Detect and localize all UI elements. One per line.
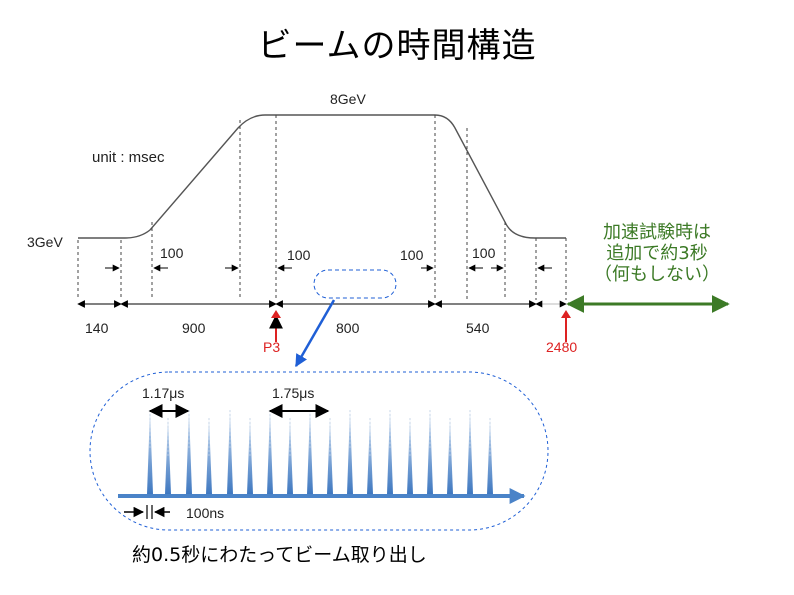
pulse xyxy=(147,410,153,494)
pulse xyxy=(227,410,233,494)
pulse-train xyxy=(147,410,493,494)
page-title: ビームの時間構造 xyxy=(257,26,537,66)
p3-arrowhead xyxy=(271,310,281,318)
spacing-label-short: 1.17μs xyxy=(142,385,184,401)
ramp-label-1: 100 xyxy=(160,245,184,261)
energy-profile-curve xyxy=(78,114,566,239)
note-line-2: 追加で約3秒 xyxy=(606,243,708,264)
pulse xyxy=(427,410,433,494)
zoom-region xyxy=(313,269,397,299)
pulse xyxy=(467,410,473,494)
pulse xyxy=(307,410,313,494)
unit-label: unit : msec xyxy=(92,149,165,166)
end-time-label: 2480 xyxy=(546,339,577,355)
phase-boundary-lines xyxy=(77,115,567,300)
note-line-3: （何もしない） xyxy=(594,264,720,285)
segment-label-900: 900 xyxy=(182,320,206,336)
end-arrowhead xyxy=(561,310,571,318)
p3-label: P3 xyxy=(263,339,280,355)
extraction-caption: 約0.5秒にわたってビーム取り出し xyxy=(132,544,427,566)
segment-label-140: 140 xyxy=(85,320,109,336)
ramp-label-3: 100 xyxy=(400,247,424,263)
pulse xyxy=(387,410,393,494)
pulse xyxy=(267,410,273,494)
pulse-width-label: 100ns xyxy=(186,505,224,521)
inset-frame xyxy=(89,371,549,531)
top-energy-label: 8GeV xyxy=(330,91,366,107)
spacing-label-long: 1.75μs xyxy=(272,385,314,401)
ramp-label-4: 100 xyxy=(472,245,496,261)
segment-label-540: 540 xyxy=(466,320,490,336)
bottom-energy-label: 3GeV xyxy=(27,234,63,250)
note-line-1: 加速試験時は xyxy=(603,222,711,243)
zoom-arrow xyxy=(294,299,336,368)
ramp-label-2: 100 xyxy=(287,247,311,263)
pulse xyxy=(347,410,353,494)
test-time-note: 加速試験時は 追加で約3秒 （何もしない） xyxy=(582,222,732,285)
segment-label-800: 800 xyxy=(336,320,360,336)
pulse xyxy=(186,410,192,494)
